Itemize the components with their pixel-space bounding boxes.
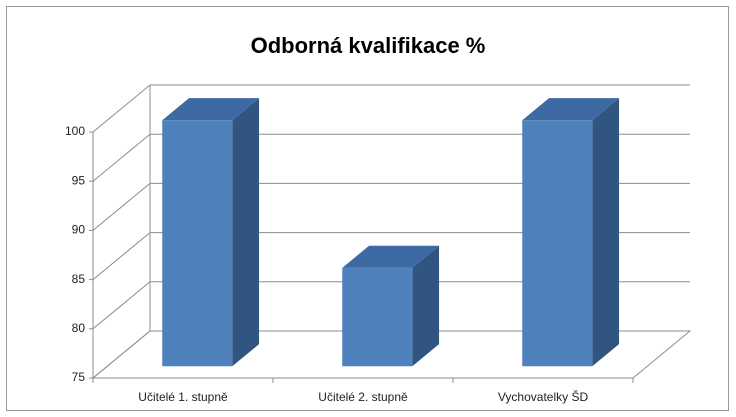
bar-top (162, 98, 260, 121)
bar-top (522, 98, 620, 121)
grid-line (92, 232, 151, 280)
bar (342, 267, 413, 367)
grid-line (92, 281, 151, 330)
x-tick-label: Učitelé 2. stupně (318, 390, 408, 404)
y-tick-label: 95 (72, 173, 86, 187)
bar (162, 120, 233, 367)
bar-top (342, 245, 440, 268)
y-tick-label: 90 (72, 223, 86, 237)
chart-title: Odborná kvalifikace % (251, 33, 486, 58)
bar-side (592, 98, 620, 367)
grid-line (92, 330, 151, 379)
y-tick-label: 75 (72, 370, 86, 384)
y-tick-label: 85 (72, 272, 86, 286)
grid-line (92, 183, 151, 231)
grid-line (92, 133, 151, 182)
bar-side (412, 245, 440, 367)
grid-line (92, 84, 151, 133)
x-tick-label: Vychovatelky ŠD (498, 389, 589, 404)
y-tick-label: 100 (65, 124, 85, 138)
y-tick-label: 80 (72, 321, 86, 335)
bar-side (232, 98, 260, 367)
x-tick-label: Učitelé 1. stupně (138, 390, 228, 404)
bar (522, 120, 593, 367)
